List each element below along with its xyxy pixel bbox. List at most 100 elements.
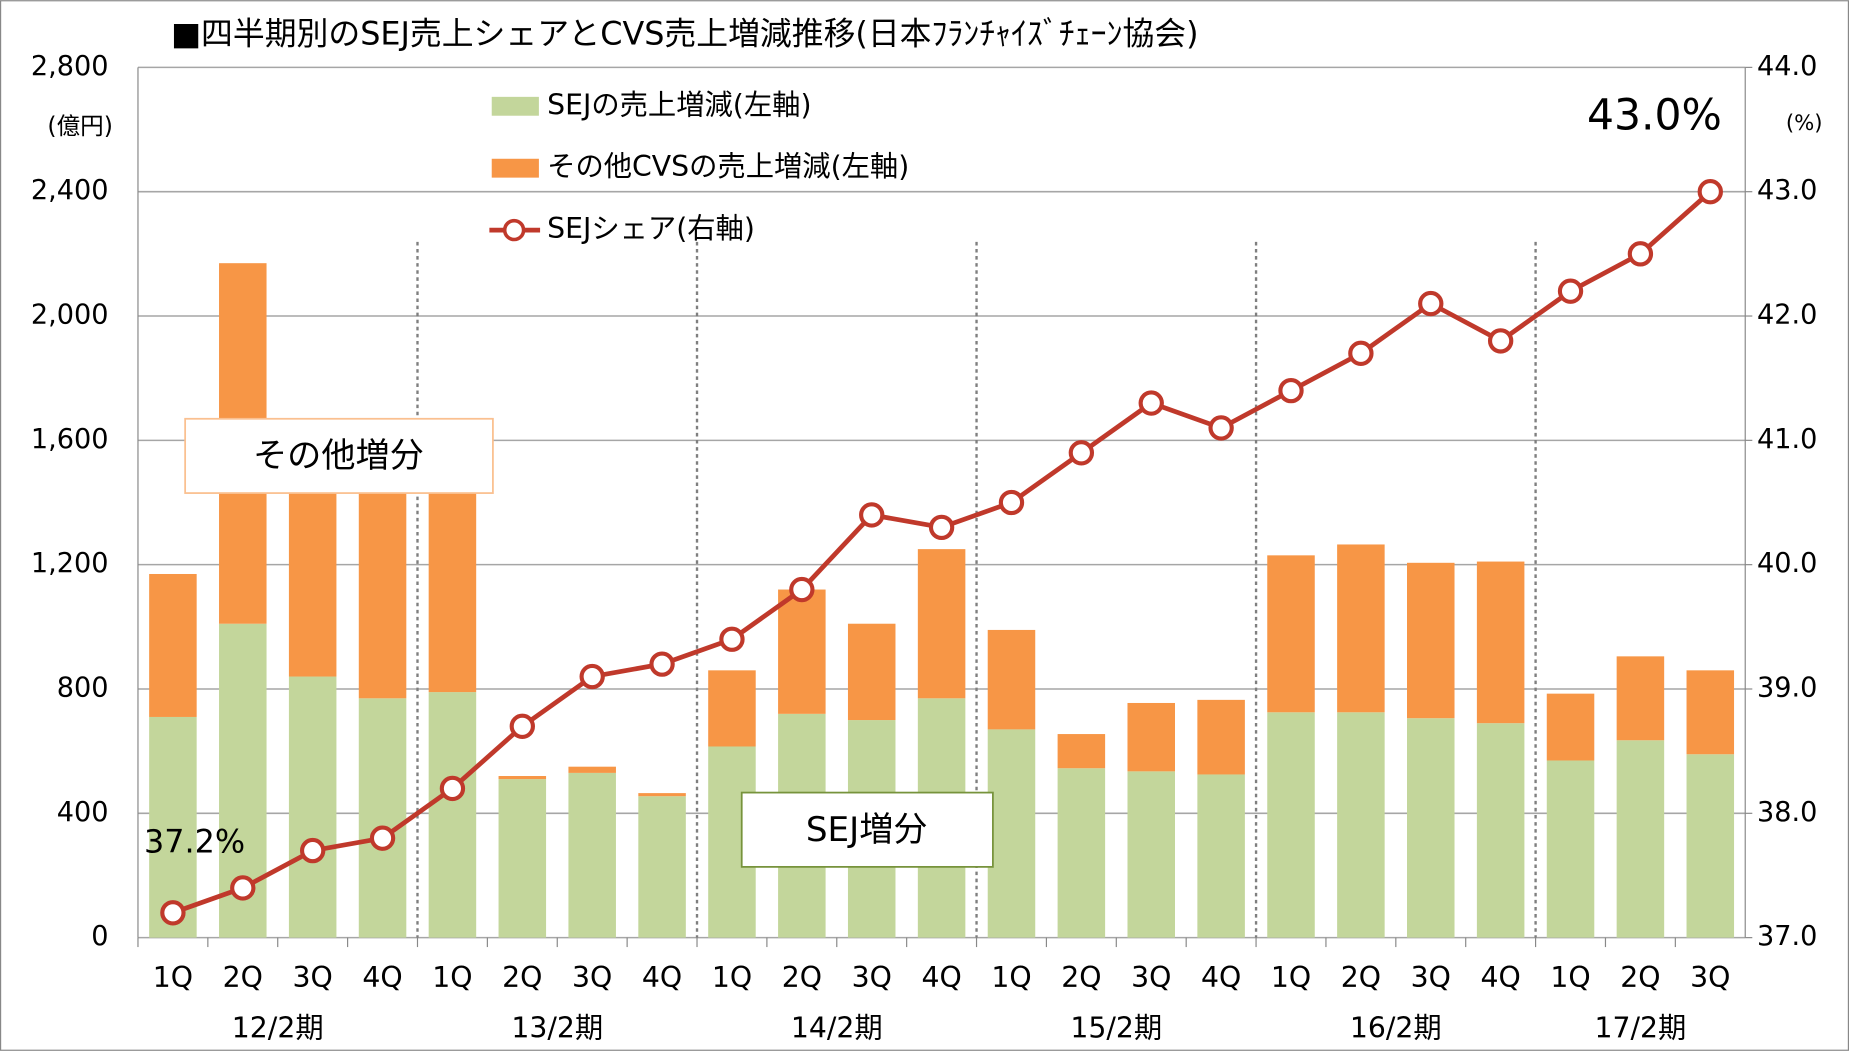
- y2-tick-label: 37.0: [1757, 921, 1817, 952]
- y2-tick-label: 41.0: [1757, 424, 1817, 455]
- annotation-box: [184, 417, 494, 494]
- group-label: 17/2期: [1594, 1012, 1686, 1045]
- share-marker: [719, 626, 745, 652]
- x-tick-label: 4Q: [1201, 961, 1241, 994]
- bar-segment: [917, 549, 966, 699]
- group-label: 12/2期: [232, 1012, 324, 1045]
- bar-segment: [288, 676, 337, 938]
- bar-segment: [498, 776, 547, 780]
- bar-segment: [1197, 774, 1245, 938]
- y2-tick-label: 43.0: [1757, 175, 1817, 206]
- bar-segment: [428, 692, 477, 938]
- share-marker: [1138, 390, 1164, 416]
- y2-tick-label: 44.0: [1757, 51, 1817, 82]
- annotation: SEJ増分: [806, 810, 928, 850]
- share-marker: [1278, 377, 1304, 404]
- bar-segment: [568, 772, 616, 938]
- y-tick-label: 1,200: [31, 548, 109, 579]
- x-tick-label: 2Q: [1061, 961, 1101, 994]
- x-tick-label: 3Q: [1131, 961, 1171, 994]
- annotation: 37.2%: [144, 822, 245, 860]
- x-tick-label: 3Q: [572, 961, 612, 994]
- share-marker: [1487, 328, 1514, 354]
- x-tick-label: 3Q: [293, 961, 333, 994]
- share-marker: [998, 489, 1025, 516]
- share-marker: [369, 825, 396, 851]
- bar-segment: [1546, 760, 1595, 938]
- bar-segment: [358, 455, 407, 699]
- group-label: 14/2期: [791, 1012, 883, 1045]
- x-tick-label: 4Q: [642, 961, 682, 994]
- group-label: 15/2期: [1070, 1012, 1162, 1045]
- bar-segment: [568, 766, 616, 773]
- x-tick-label: 4Q: [362, 961, 402, 994]
- x-tick-label: 3Q: [1411, 961, 1451, 994]
- labels: 0 400 800 1,200 1,600 2,000 2,400 2,800 37.0 38.0…: [31, 51, 1818, 1045]
- bar-segment: [1197, 699, 1245, 775]
- y-axis-unit: (億円): [47, 112, 113, 140]
- lines: [160, 179, 1723, 926]
- bar-segment: [987, 629, 1036, 730]
- y-tick-label: 2,400: [31, 175, 109, 206]
- bar-segment: [1337, 544, 1385, 713]
- chart-title: ■四半期別のSEJ売上シェアとCVS売上増減推移(日本ﾌﾗﾝﾁｬｲｽﾞﾁｪｰﾝ協…: [171, 15, 1199, 53]
- y2-tick-label: 42.0: [1757, 300, 1817, 331]
- share-marker: [1348, 340, 1374, 366]
- x-tick-label: 2Q: [502, 961, 542, 994]
- legend-swatch: [491, 158, 539, 178]
- y-tick-label: 1,600: [31, 424, 109, 455]
- x-tick-label: 1Q: [991, 961, 1031, 994]
- bar-segment: [1267, 555, 1315, 713]
- share-marker: [1697, 179, 1723, 205]
- group-label: 13/2期: [511, 1012, 603, 1045]
- y-tick-label: 400: [57, 797, 109, 828]
- bar-segment: [428, 471, 477, 693]
- share-marker: [230, 875, 256, 901]
- share-marker: [439, 775, 466, 802]
- y-tick-label: 800: [57, 672, 109, 703]
- share-marker: [859, 502, 885, 528]
- x-tick-label: 2Q: [223, 961, 263, 994]
- bar-segment: [1616, 740, 1665, 938]
- bar-segment: [638, 793, 686, 797]
- bar-segment: [847, 623, 896, 721]
- share-marker: [1418, 290, 1444, 317]
- share-marker: [1627, 241, 1654, 267]
- y-tick-label: 2,000: [31, 300, 109, 331]
- bar-segment: [1686, 670, 1735, 755]
- bar-segment: [1686, 754, 1735, 938]
- x-tick-label: 4Q: [921, 961, 961, 994]
- bar-segment: [778, 589, 826, 714]
- legend-swatch: [491, 96, 539, 116]
- share-marker: [1557, 278, 1584, 304]
- annotation: 43.0%: [1587, 92, 1722, 141]
- share-marker: [299, 837, 326, 864]
- x-tick-label: 1Q: [712, 961, 752, 994]
- share-marker: [789, 576, 815, 603]
- legend-label: その他CVSの売上増減(左軸): [547, 150, 909, 183]
- y2-axis-unit: (%): [1786, 111, 1823, 136]
- legend-label: SEJの売上増減(左軸): [547, 88, 811, 121]
- bar-segment: [1407, 718, 1455, 938]
- bar-segment: [1476, 561, 1525, 724]
- x-tick-label: 2Q: [782, 961, 822, 994]
- x-tick-label: 2Q: [1341, 961, 1381, 994]
- x-tick-label: 1Q: [1271, 961, 1311, 994]
- bar-segment: [498, 779, 547, 938]
- x-tick-label: 2Q: [1620, 961, 1660, 994]
- y2-tick-label: 38.0: [1757, 797, 1817, 828]
- annotation: その他増分: [253, 436, 424, 476]
- legend-label: SEJシェア(右軸): [547, 212, 755, 245]
- share-marker: [1208, 415, 1234, 441]
- x-tick-label: 3Q: [852, 961, 892, 994]
- bar-segment: [1057, 734, 1106, 769]
- bar-segment: [1127, 771, 1176, 938]
- y-tick-label: 2,800: [31, 51, 109, 82]
- bar-segment: [1546, 693, 1595, 761]
- bar-segment: [1337, 712, 1385, 938]
- y-tick-label: 0: [91, 921, 108, 952]
- annotation-box: [740, 791, 994, 868]
- x-tick-label: 1Q: [1550, 961, 1590, 994]
- bar-segment: [149, 573, 197, 717]
- bar-segment: [987, 729, 1036, 938]
